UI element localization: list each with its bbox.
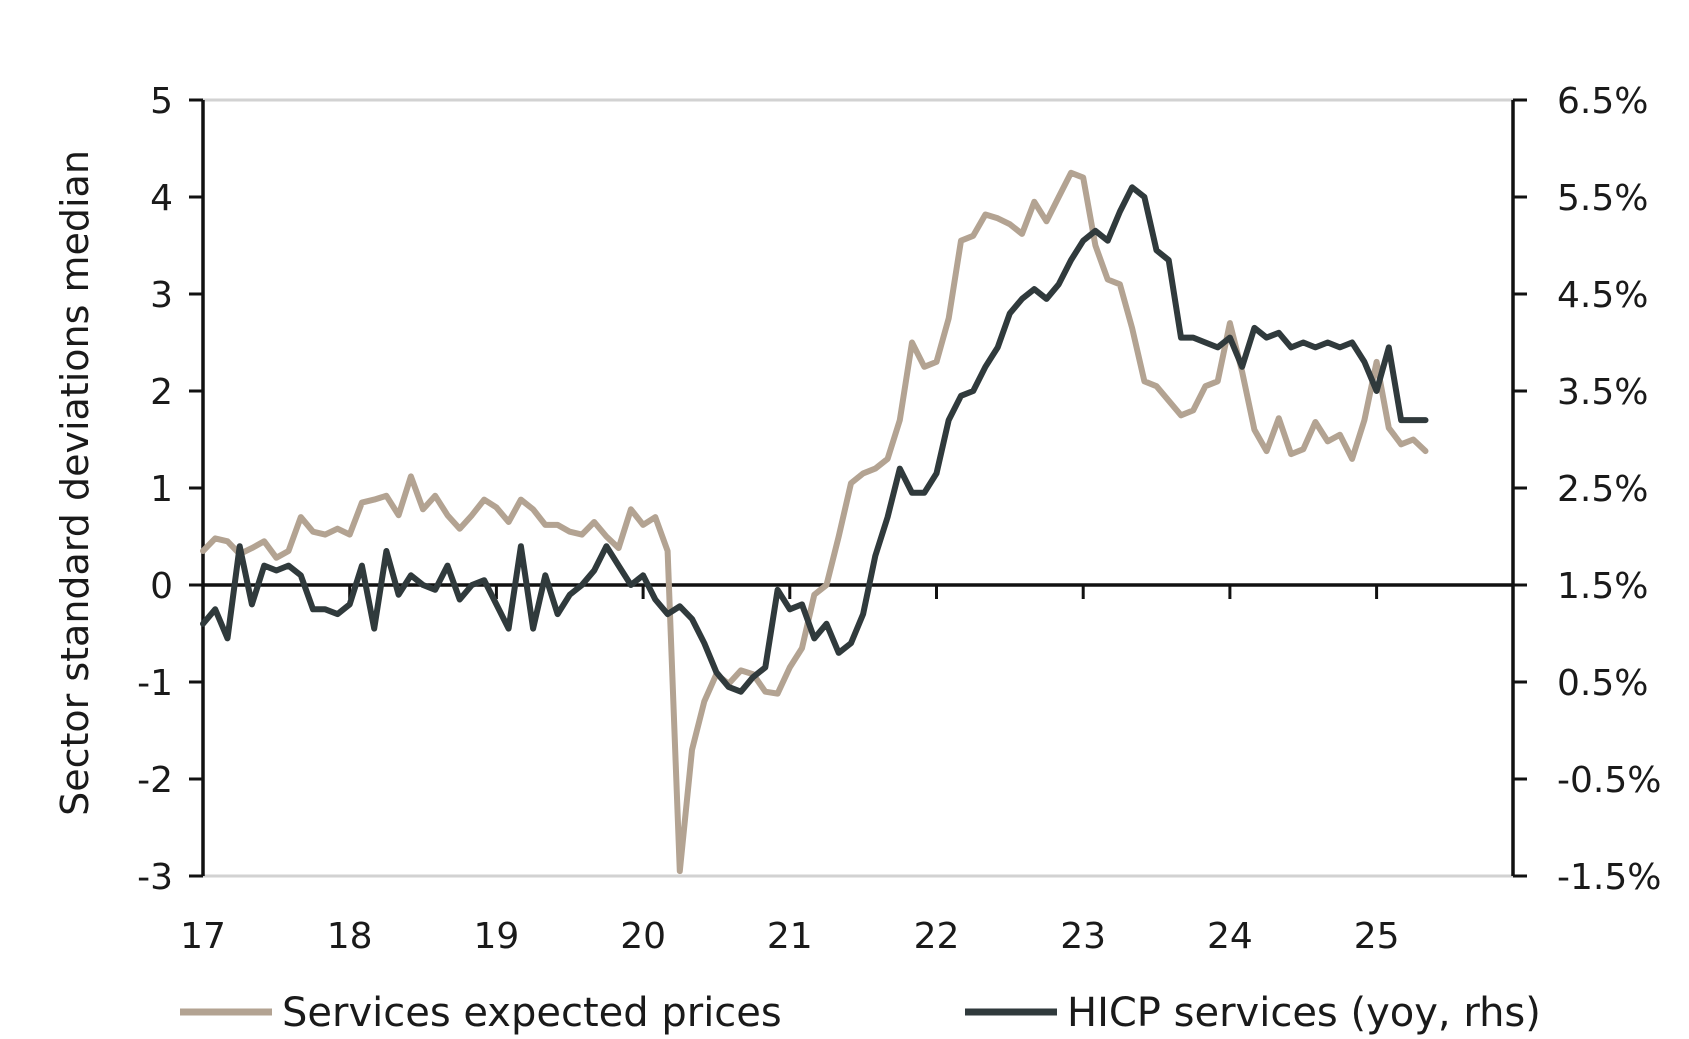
y2-tick-label: 6.5% [1557, 81, 1648, 122]
x-tick-label: 18 [327, 916, 373, 957]
services-expected-prices-line [200, 169, 1429, 875]
x-axis: 17 18 19 20 21 22 23 24 25 [180, 583, 1513, 957]
right-axis: 6.5% 5.5% 4.5% 3.5% 2.5% 1.5% 0.5% -0.5% -1.5% [1511, 81, 1661, 898]
y2-tick-label: 0.5% [1557, 663, 1648, 704]
y-tick-label: 0 [150, 566, 173, 607]
series-layer [200, 169, 1429, 875]
x-tick-label: 17 [180, 916, 226, 957]
y2-tick-label: -0.5% [1557, 760, 1661, 801]
y-tick-label: 2 [150, 372, 173, 413]
y-tick-label: -2 [137, 760, 173, 801]
legend-label: HICP services (yoy, rhs) [1067, 990, 1541, 1036]
hicp-services-line [200, 184, 1429, 695]
legend-label: Services expected prices [282, 990, 782, 1036]
y2-tick-label: 3.5% [1557, 372, 1648, 413]
x-tick-label: 22 [914, 916, 960, 957]
x-tick-label: 24 [1207, 916, 1253, 957]
y-tick-label: -1 [137, 663, 173, 704]
y2-tick-label: 1.5% [1557, 566, 1648, 607]
y-tick-label: 3 [150, 275, 173, 316]
y2-tick-label: 2.5% [1557, 469, 1648, 510]
x-tick-label: 20 [620, 916, 666, 957]
y-axis-title: Sector standard deviations median [53, 150, 97, 816]
x-tick-label: 23 [1060, 916, 1106, 957]
y2-tick-label: -1.5% [1557, 857, 1661, 898]
left-axis: 5 4 3 2 1 0 -1 -2 -3 [137, 81, 205, 898]
y2-tick-label: 4.5% [1557, 275, 1648, 316]
y-tick-label: 1 [150, 469, 173, 510]
y-tick-label: -3 [137, 857, 173, 898]
x-tick-label: 25 [1354, 916, 1400, 957]
y-tick-label: 4 [150, 178, 173, 219]
y-tick-label: 5 [150, 81, 173, 122]
x-tick-label: 19 [473, 916, 519, 957]
x-tick-label: 21 [767, 916, 813, 957]
legend: Services expected prices HICP services (y… [180, 990, 1541, 1036]
y2-tick-label: 5.5% [1557, 178, 1648, 219]
plot-frame [203, 98, 1513, 878]
